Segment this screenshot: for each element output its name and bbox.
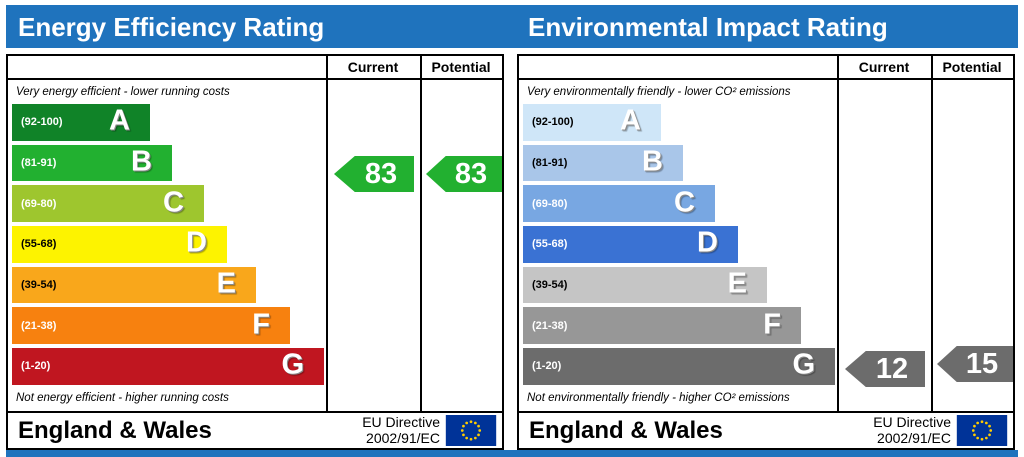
rating-bands: (92-100) A (81-91) B (69-80) C (55-68) D… [12,104,324,389]
band-letter: G [281,348,304,381]
potential-rating-arrow: 83 [426,156,502,192]
band-b: (81-91) B [523,144,683,182]
current-rating-arrow: 12 [845,351,925,387]
current-column-divider [326,56,328,411]
rating-bands: (92-100) A (81-91) B (69-80) C (55-68) D… [523,104,835,389]
band-letter: E [216,267,236,300]
current-column-divider [837,56,839,411]
band-range-label: (21-38) [21,319,57,332]
top-note: Very energy efficient - lower running co… [16,86,230,98]
band-e: (39-54) E [12,266,256,304]
eu-flag-icon [956,415,1008,446]
band-range-label: (92-100) [532,116,574,129]
band-letter: F [252,308,270,341]
band-a: (92-100) A [523,104,661,141]
band-letter: B [131,145,152,178]
potential-rating-value: 15 [965,347,999,380]
current-column-header: Current [858,59,910,75]
band-range-label: (81-91) [532,156,568,169]
current-rating-value: 83 [364,157,398,190]
band-g: (1-20) G [523,348,835,385]
band-f: (21-38) F [523,307,801,344]
eu-directive-label: EU Directive 2002/91/EC [873,414,951,446]
footer: England & Wales EU Directive 2002/91/EC [519,413,1013,448]
band-range-label: (55-68) [21,238,57,251]
band-letter: C [674,186,695,219]
band-d: (55-68) D [523,226,738,263]
current-column-header: Current [347,59,399,75]
current-rating-arrow: 83 [334,156,414,192]
band-range-label: (39-54) [21,279,57,291]
environmental-impact-panel: Current Potential Very environmentally f… [517,54,1015,450]
band-a: (92-100) A [12,104,150,141]
current-rating-value: 12 [875,352,909,385]
potential-column-header: Potential [431,59,491,75]
eu-flag-icon [445,415,497,446]
band-range-label: (1-20) [21,360,51,373]
potential-column-divider [931,56,933,411]
eu-directive-line1: EU Directive [362,414,440,430]
band-b: (81-91) B [12,144,172,182]
potential-rating-value: 83 [454,157,488,190]
band-range-label: (1-20) [532,360,562,373]
energy-efficiency-title: Energy Efficiency Rating [18,12,325,42]
footer-divider [8,411,502,413]
band-e: (39-54) E [523,266,767,304]
bottom-note: Not environmentally friendly - higher CO… [527,392,790,404]
band-range-label: (69-80) [21,197,57,210]
potential-column-divider [420,56,422,411]
band-letter: F [763,308,781,341]
band-letter: E [727,267,747,300]
band-f: (21-38) F [12,307,290,344]
band-letter: G [792,348,815,381]
bottom-note: Not energy efficient - higher running co… [16,392,229,404]
band-letter: A [109,104,130,137]
eu-directive-line1: EU Directive [873,414,951,430]
band-d: (55-68) D [12,226,227,263]
band-c: (69-80) C [12,185,204,222]
band-letter: A [620,104,641,137]
band-range-label: (55-68) [532,238,568,251]
header-divider [8,78,502,80]
potential-rating-arrow: 15 [937,346,1013,382]
footer-divider [519,411,1013,413]
band-letter: D [697,226,718,259]
band-letter: B [642,145,663,178]
footer: England & Wales EU Directive 2002/91/EC [8,413,502,448]
region-label: England & Wales [529,417,723,444]
band-range-label: (21-38) [532,319,568,332]
header-divider [519,78,1013,80]
environmental-impact-title: Environmental Impact Rating [528,12,888,42]
potential-column-header: Potential [942,59,1002,75]
band-range-label: (92-100) [21,116,63,129]
region-label: England & Wales [18,417,212,444]
band-c: (69-80) C [523,185,715,222]
band-letter: C [163,186,184,219]
energy-efficiency-panel: Current Potential Very energy efficient … [6,54,504,450]
bottom-bar [6,450,1018,457]
eu-directive-label: EU Directive 2002/91/EC [362,414,440,446]
band-letter: D [186,226,207,259]
band-g: (1-20) G [12,348,324,385]
top-note: Very environmentally friendly - lower CO… [527,86,791,98]
eu-directive-line2: 2002/91/EC [366,430,440,446]
band-range-label: (81-91) [21,156,57,169]
title-bar: Energy Efficiency Rating Environmental I… [6,5,1018,48]
eu-directive-line2: 2002/91/EC [877,430,951,446]
band-range-label: (69-80) [532,197,568,210]
band-range-label: (39-54) [532,279,568,291]
